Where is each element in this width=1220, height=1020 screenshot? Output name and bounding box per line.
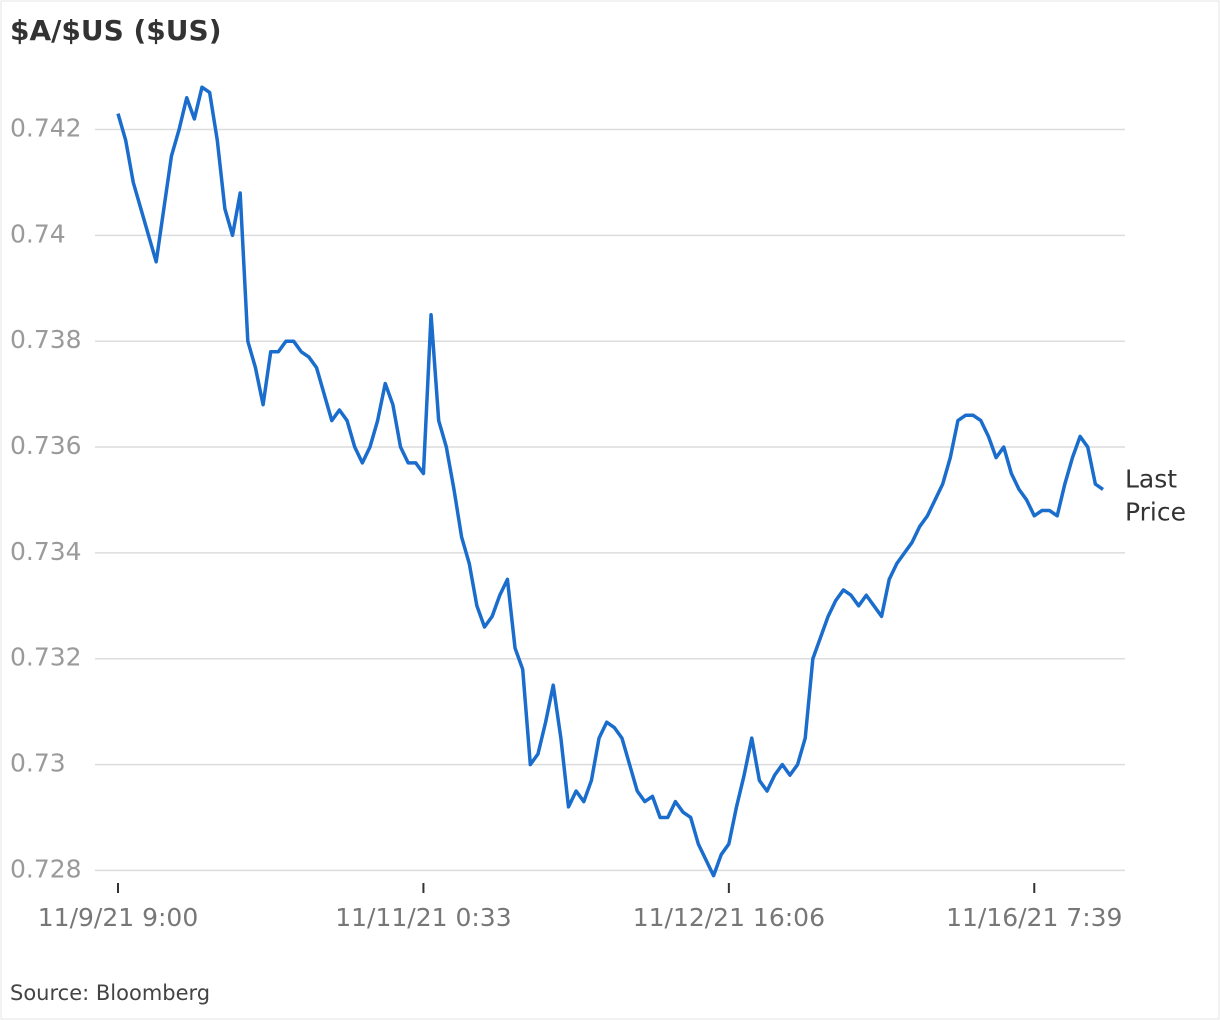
x-tick-label: 11/9/21 9:00: [38, 903, 198, 932]
y-tick-label: 0.738: [10, 325, 82, 354]
source: Source: Bloomberg: [10, 981, 210, 1005]
x-tick-label: 11/16/21 7:39: [946, 903, 1122, 932]
y-tick-label: 0.736: [10, 431, 82, 460]
chart-title: $A/$US ($US): [10, 14, 222, 47]
annotation: Last Price: [1125, 464, 1186, 526]
y-tick-label: 0.732: [10, 643, 82, 672]
price-line: [116, 85, 1104, 878]
y-tick-label: 0.734: [10, 537, 82, 566]
y-tick-label: 0.73: [10, 749, 66, 778]
annotation-line: Last: [1125, 464, 1177, 493]
x-tick-label: 11/12/21 16:06: [633, 903, 825, 932]
x-tick-label: 11/11/21 0:33: [335, 903, 511, 932]
y-tick-label: 0.742: [10, 114, 82, 143]
y-tick-label: 0.728: [10, 854, 82, 883]
y-tick-label: 0.74: [10, 219, 66, 248]
annotation-line: Price: [1125, 497, 1186, 526]
